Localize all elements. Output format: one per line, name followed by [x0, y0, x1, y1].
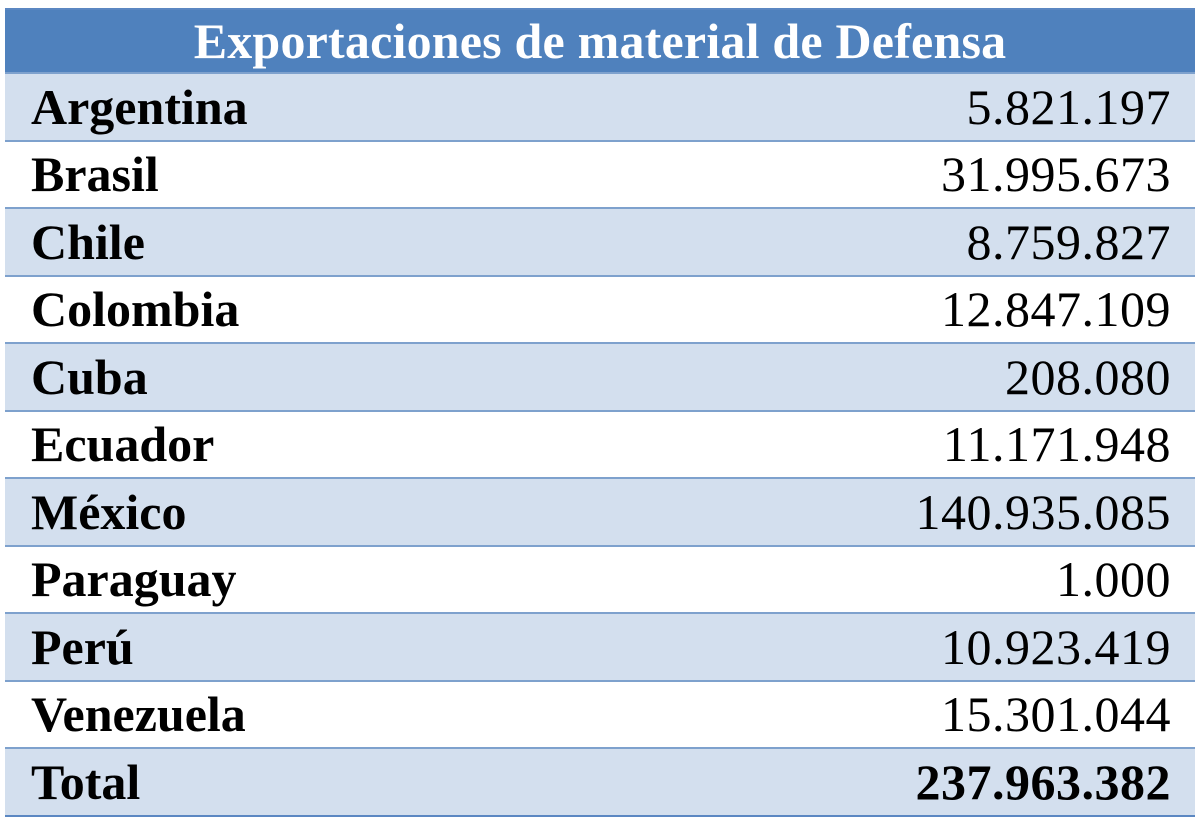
table-body: Argentina 5.821.197 Brasil 31.995.673 Chile 8…	[5, 72, 1195, 747]
table-row: Venezuela 15.301.044	[5, 679, 1195, 747]
table-row: Argentina 5.821.197	[5, 72, 1195, 140]
export-value: 31.995.673	[941, 146, 1171, 203]
export-value: 8.759.827	[966, 213, 1171, 270]
export-value: 10.923.419	[941, 618, 1171, 675]
country-name: Chile	[31, 213, 145, 270]
table-row: Colombia 12.847.109	[5, 274, 1195, 342]
country-name: Paraguay	[31, 551, 237, 608]
country-name: Cuba	[31, 348, 148, 405]
export-value: 208.080	[1005, 348, 1171, 405]
country-name: Colombia	[31, 281, 240, 338]
export-value: 15.301.044	[941, 686, 1171, 743]
total-label: Total	[31, 753, 141, 810]
table-row: Cuba 208.080	[5, 342, 1195, 410]
exports-table: Exportaciones de material de Defensa Arg…	[5, 8, 1195, 817]
country-name: Brasil	[31, 146, 159, 203]
export-value: 140.935.085	[915, 483, 1171, 540]
total-row: Total 237.963.382	[5, 747, 1195, 815]
table-row: Perú 10.923.419	[5, 612, 1195, 680]
country-name: Perú	[31, 618, 134, 675]
country-name: Argentina	[31, 78, 248, 135]
table-row: Ecuador 11.171.948	[5, 409, 1195, 477]
country-name: Venezuela	[31, 686, 246, 743]
export-value: 12.847.109	[941, 281, 1171, 338]
country-name: México	[31, 483, 187, 540]
table-row: Brasil 31.995.673	[5, 139, 1195, 207]
table-row: México 140.935.085	[5, 477, 1195, 545]
table-title: Exportaciones de material de Defensa	[5, 10, 1195, 72]
export-value: 1.000	[1056, 551, 1171, 608]
country-name: Ecuador	[31, 416, 215, 473]
table-row: Chile 8.759.827	[5, 207, 1195, 275]
export-value: 11.171.948	[942, 416, 1171, 473]
total-value: 237.963.382	[915, 753, 1171, 810]
table-row: Paraguay 1.000	[5, 544, 1195, 612]
export-value: 5.821.197	[966, 78, 1171, 135]
